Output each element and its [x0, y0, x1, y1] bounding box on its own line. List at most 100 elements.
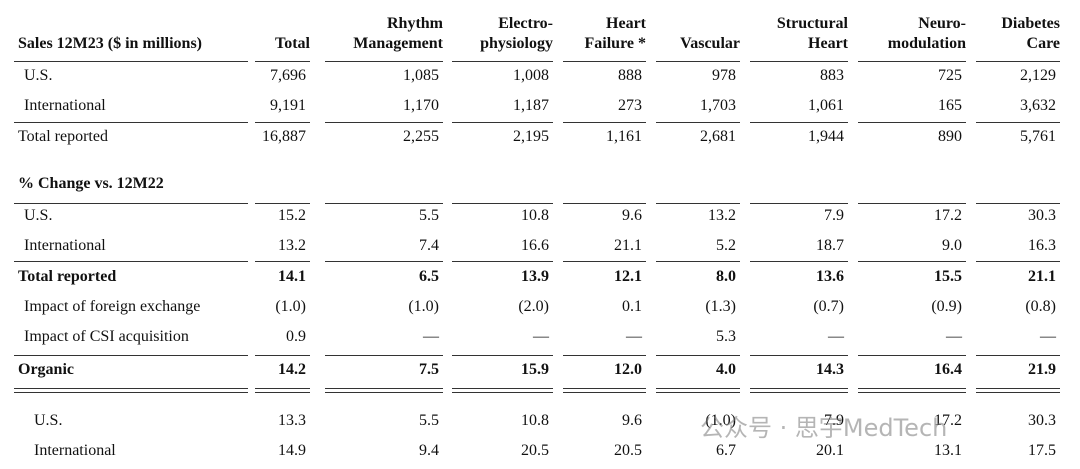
rule	[255, 61, 310, 62]
rule	[976, 61, 1060, 62]
rule	[858, 203, 966, 204]
cell: 5.3	[716, 328, 736, 345]
rule	[858, 388, 966, 389]
cell: 17.5	[1028, 442, 1056, 459]
cell: (0.8)	[1025, 298, 1056, 315]
rule	[325, 61, 443, 62]
rule	[858, 355, 966, 356]
cell: 7,696	[270, 67, 306, 84]
cell: 9.4	[419, 442, 439, 459]
rule	[255, 392, 310, 393]
rule	[976, 355, 1060, 356]
cell: 2,681	[700, 128, 736, 145]
rule	[563, 122, 646, 123]
cell: 9.0	[942, 237, 962, 254]
row-label: Impact of CSI acquisition	[24, 328, 189, 345]
cell: 13.1	[934, 442, 962, 459]
cell: 14.1	[278, 268, 306, 285]
rule	[325, 122, 443, 123]
rule	[14, 61, 248, 62]
cell: 16,887	[262, 128, 306, 145]
rule	[750, 392, 848, 393]
cell: 16.4	[934, 361, 962, 378]
row-label: U.S.	[34, 412, 63, 429]
row-label: % Change vs. 12M22	[18, 175, 164, 192]
watermark: 公众号 · 思宇MedTech	[700, 414, 948, 442]
rule	[976, 388, 1060, 389]
row-label: U.S.	[24, 67, 53, 84]
row-label: International	[34, 442, 116, 459]
cell: 5.5	[419, 412, 439, 429]
cell: 725	[938, 67, 962, 84]
rule	[656, 122, 740, 123]
cell: 6.7	[716, 442, 736, 459]
rule	[563, 261, 646, 262]
row-label: International	[24, 237, 106, 254]
cell: —	[1040, 328, 1056, 345]
cell: 20.5	[521, 442, 549, 459]
header-cell: Rhythm Management	[353, 15, 443, 52]
cell: (0.7)	[813, 298, 844, 315]
rule	[750, 203, 848, 204]
cell: 7.5	[419, 361, 439, 378]
rule	[14, 355, 248, 356]
rule	[750, 122, 848, 123]
cell: 21.1	[614, 237, 642, 254]
cell: 890	[938, 128, 962, 145]
cell: 16.3	[1028, 237, 1056, 254]
row-label: Organic	[18, 361, 74, 378]
rule	[325, 203, 443, 204]
cell: 4.0	[716, 361, 736, 378]
cell: 7.9	[824, 412, 844, 429]
cell: 5.2	[716, 237, 736, 254]
header-cell: Diabetes Care	[1001, 15, 1060, 52]
header-cell: Heart Failure *	[584, 15, 646, 52]
cell: 21.9	[1028, 361, 1056, 378]
rule	[563, 355, 646, 356]
rule	[255, 355, 310, 356]
rule	[563, 388, 646, 389]
cell: 30.3	[1028, 207, 1056, 224]
rule	[750, 355, 848, 356]
cell: 10.8	[521, 207, 549, 224]
rule	[656, 203, 740, 204]
rule	[563, 203, 646, 204]
cell: 13.6	[816, 268, 844, 285]
cell: 883	[820, 67, 844, 84]
cell: 14.3	[816, 361, 844, 378]
cell: 1,085	[403, 67, 439, 84]
cell: 7.4	[419, 237, 439, 254]
rule	[976, 261, 1060, 262]
cell: 15.9	[521, 361, 549, 378]
cell: 0.1	[622, 298, 642, 315]
cell: 978	[712, 67, 736, 84]
cell: 14.2	[278, 361, 306, 378]
cell: (1.0)	[408, 298, 439, 315]
cell: 5,761	[1020, 128, 1056, 145]
cell: 20.1	[816, 442, 844, 459]
cell: 18.7	[816, 237, 844, 254]
rule	[858, 392, 966, 393]
rule	[452, 355, 553, 356]
rule	[563, 61, 646, 62]
row-label: International	[24, 97, 106, 114]
rule	[750, 261, 848, 262]
rule	[325, 355, 443, 356]
cell: 3,632	[1020, 97, 1056, 114]
cell: 13.2	[278, 237, 306, 254]
rule	[452, 261, 553, 262]
row-label: U.S.	[24, 207, 53, 224]
cell: (2.0)	[518, 298, 549, 315]
cell: 14.9	[278, 442, 306, 459]
cell: 17.2	[934, 207, 962, 224]
cell: —	[828, 328, 844, 345]
cell: 30.3	[1028, 412, 1056, 429]
rule	[325, 388, 443, 389]
cell: —	[626, 328, 642, 345]
cell: 2,255	[403, 128, 439, 145]
cell: 12.1	[614, 268, 642, 285]
header-cell: Neuro- modulation	[887, 15, 966, 52]
cell: (1.0)	[705, 412, 736, 429]
cell: 10.8	[521, 412, 549, 429]
rule	[858, 61, 966, 62]
